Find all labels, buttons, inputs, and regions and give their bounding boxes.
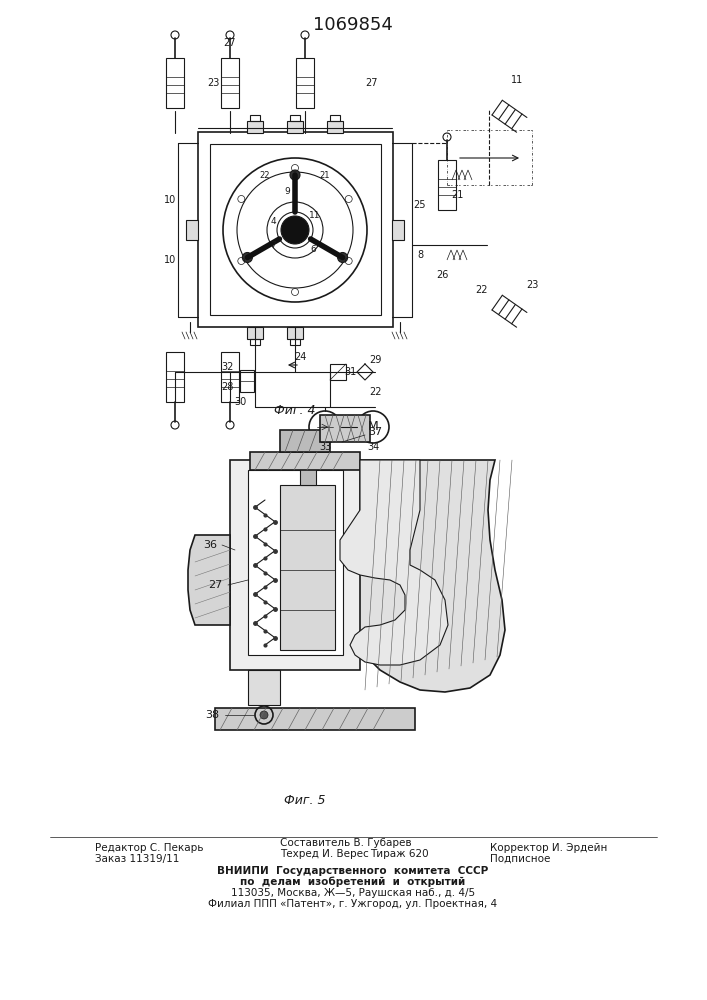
Circle shape (290, 170, 300, 180)
Bar (327, 121, 343, 133)
Text: 34: 34 (367, 442, 379, 452)
Text: 4: 4 (270, 218, 276, 227)
Text: 28: 28 (221, 382, 233, 392)
Text: 23: 23 (207, 78, 219, 88)
Bar (221, 58, 239, 108)
Bar (198, 132, 393, 327)
Text: Редактор С. Пекарь: Редактор С. Пекарь (95, 843, 204, 853)
Bar (166, 58, 184, 108)
Text: 22: 22 (259, 170, 270, 180)
Bar (392, 220, 404, 240)
Bar (250, 452, 360, 470)
Bar (240, 370, 254, 392)
Polygon shape (340, 460, 448, 665)
Text: 27: 27 (366, 78, 378, 88)
Bar (438, 160, 456, 210)
Text: Составитель В. Губарев: Составитель В. Губарев (280, 838, 411, 848)
Text: 25: 25 (414, 200, 426, 210)
Bar (296, 58, 314, 108)
Bar (166, 352, 184, 402)
Bar (186, 220, 198, 240)
Polygon shape (320, 415, 370, 442)
Text: 26: 26 (436, 270, 448, 280)
Text: 10: 10 (164, 255, 176, 265)
Polygon shape (345, 460, 505, 692)
Text: 38: 38 (205, 710, 219, 720)
Bar (280, 430, 330, 452)
Text: ВНИИПИ  Государственного  комитета  СССР: ВНИИПИ Государственного комитета СССР (217, 866, 489, 876)
Text: M: M (368, 420, 378, 434)
Bar (290, 115, 300, 121)
Text: Филиал ППП «Патент», г. Ужгород, ул. Проектная, 4: Филиал ППП «Патент», г. Ужгород, ул. Про… (209, 899, 498, 909)
Text: 37: 37 (368, 427, 382, 437)
Bar (210, 144, 381, 315)
Text: 21: 21 (451, 190, 463, 200)
Text: 30: 30 (234, 397, 246, 407)
Text: Фиг. 5: Фиг. 5 (284, 794, 326, 806)
Bar (280, 485, 335, 650)
Bar (290, 339, 300, 345)
Text: 8: 8 (417, 250, 423, 260)
Text: 27: 27 (208, 580, 222, 590)
Text: 6: 6 (310, 245, 316, 254)
Bar (250, 339, 260, 345)
Text: 21: 21 (320, 170, 330, 180)
Text: Корректор И. Эрдейн: Корректор И. Эрдейн (490, 843, 607, 853)
Bar (300, 435, 316, 485)
Text: 1069854: 1069854 (313, 16, 393, 34)
Bar (287, 121, 303, 133)
Bar (330, 115, 340, 121)
Text: 7: 7 (270, 240, 276, 249)
Circle shape (260, 711, 268, 719)
Text: 22: 22 (369, 387, 381, 397)
Bar (247, 327, 263, 339)
Text: Подписное: Подписное (490, 854, 550, 864)
Text: Заказ 11319/11: Заказ 11319/11 (95, 854, 180, 864)
Bar (287, 327, 303, 339)
Text: 24: 24 (294, 352, 306, 362)
Text: 9: 9 (284, 188, 290, 196)
Text: 32: 32 (221, 362, 233, 372)
Bar (248, 670, 280, 705)
Bar (221, 352, 239, 402)
Text: 27: 27 (223, 38, 236, 48)
Text: по  делам  изобретений  и  открытий: по делам изобретений и открытий (240, 877, 466, 887)
Circle shape (281, 216, 309, 244)
Text: 23: 23 (526, 280, 538, 290)
Polygon shape (188, 535, 230, 625)
Circle shape (243, 252, 252, 262)
Bar (330, 364, 346, 380)
Text: 31: 31 (344, 367, 356, 377)
Text: 11: 11 (309, 211, 321, 220)
Bar (248, 470, 343, 655)
Text: Фиг. 4: Фиг. 4 (274, 403, 316, 416)
Text: 11: 11 (511, 75, 523, 85)
Bar (215, 708, 415, 730)
Bar (230, 460, 360, 670)
Text: 10: 10 (164, 195, 176, 205)
Text: 33: 33 (319, 442, 331, 452)
Text: 22: 22 (476, 285, 489, 295)
Text: 29: 29 (369, 355, 381, 365)
Text: 113035, Москва, Ж—5, Раушская наб., д. 4/5: 113035, Москва, Ж—5, Раушская наб., д. 4… (231, 888, 475, 898)
Bar (250, 115, 260, 121)
Text: Тираж 620: Тираж 620 (370, 849, 428, 859)
Text: Техред И. Верес: Техред И. Верес (280, 849, 369, 859)
Text: 36: 36 (203, 540, 217, 550)
Bar (247, 121, 263, 133)
Circle shape (338, 252, 348, 262)
